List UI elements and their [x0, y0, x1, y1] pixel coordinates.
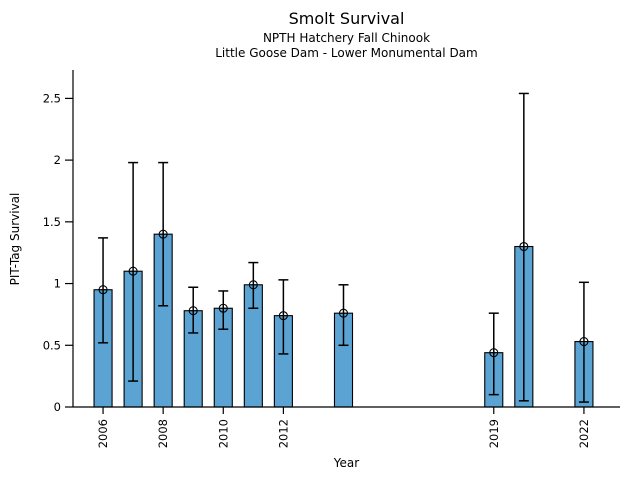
- x-tick-label-2006: 2006: [96, 419, 110, 448]
- y-tick-label-2: 2: [54, 153, 61, 167]
- x-axis-label: Year: [333, 456, 360, 470]
- y-tick-label-1: 1: [54, 277, 61, 291]
- x-tick-label-2008: 2008: [156, 419, 170, 448]
- chart-subtitle-line1: NPTH Hatchery Fall Chinook: [262, 31, 431, 45]
- x-tick-label-2012: 2012: [276, 419, 290, 448]
- y-tick-label-1.5: 1.5: [43, 215, 61, 229]
- chart-subtitle-line2: Little Goose Dam - Lower Monumental Dam: [215, 46, 478, 60]
- y-tick-label-0.5: 0.5: [43, 338, 61, 352]
- x-tick-label-2022: 2022: [577, 419, 591, 448]
- x-tick-label-2010: 2010: [216, 419, 230, 448]
- x-tick-label-2019: 2019: [487, 419, 501, 448]
- chart-title: Smolt Survival: [288, 9, 405, 28]
- y-tick-label-0: 0: [54, 400, 61, 414]
- y-tick-label-2.5: 2.5: [43, 91, 61, 105]
